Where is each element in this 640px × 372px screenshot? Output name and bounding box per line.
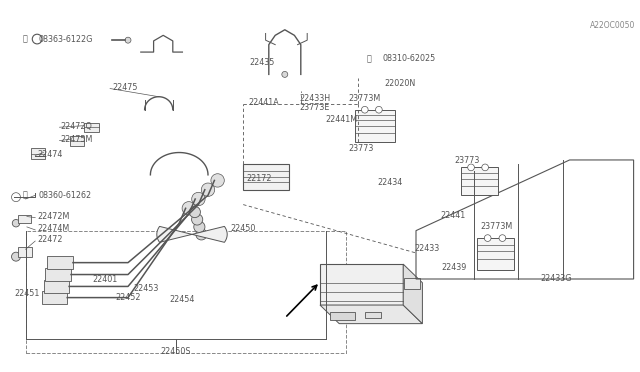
Text: 22450S: 22450S <box>161 347 191 356</box>
Text: 22472Q: 22472Q <box>61 122 93 131</box>
Text: 08363-6122G: 08363-6122G <box>38 35 93 44</box>
Circle shape <box>282 71 288 77</box>
Circle shape <box>362 106 368 113</box>
Text: 22434: 22434 <box>378 178 403 187</box>
Circle shape <box>191 214 203 225</box>
Text: 22454: 22454 <box>170 295 195 304</box>
Circle shape <box>211 174 224 187</box>
Bar <box>47 256 73 269</box>
Circle shape <box>12 252 20 261</box>
Text: 22472: 22472 <box>37 235 63 244</box>
Text: 22433H: 22433H <box>300 94 331 103</box>
Text: 22475M: 22475M <box>61 135 93 144</box>
Text: 22453: 22453 <box>133 284 159 293</box>
Text: 22472M: 22472M <box>37 212 70 221</box>
Text: 23773: 23773 <box>349 144 374 153</box>
Text: 22451: 22451 <box>14 289 40 298</box>
Bar <box>31 148 45 159</box>
Circle shape <box>482 164 488 171</box>
Circle shape <box>468 164 474 171</box>
Bar <box>44 280 69 293</box>
Text: Ⓑ: Ⓑ <box>22 191 27 200</box>
Bar <box>243 164 289 190</box>
Text: 22433G: 22433G <box>541 274 572 283</box>
Bar <box>365 312 381 318</box>
Bar <box>477 238 514 270</box>
Text: 22441: 22441 <box>440 211 465 220</box>
Bar <box>461 167 498 195</box>
Bar <box>404 278 420 289</box>
Polygon shape <box>157 227 227 242</box>
Circle shape <box>189 206 200 218</box>
Bar <box>84 123 99 132</box>
Text: 22441A: 22441A <box>248 98 279 107</box>
Text: 22474M: 22474M <box>37 224 69 233</box>
Text: 22439: 22439 <box>442 263 467 272</box>
Text: 08360-61262: 08360-61262 <box>38 191 92 200</box>
Text: 23773: 23773 <box>454 156 480 165</box>
Text: 22401: 22401 <box>93 275 118 283</box>
Bar <box>18 215 31 223</box>
Text: A22OC0050: A22OC0050 <box>589 20 635 29</box>
Text: 22441M: 22441M <box>325 115 357 124</box>
Text: 22433: 22433 <box>415 244 440 253</box>
Circle shape <box>202 183 214 196</box>
Bar <box>18 247 32 257</box>
Circle shape <box>484 235 491 241</box>
Text: 22452: 22452 <box>115 293 141 302</box>
Bar <box>355 110 395 142</box>
Text: 23773M: 23773M <box>349 94 381 103</box>
Circle shape <box>192 192 205 206</box>
Bar <box>70 136 84 146</box>
Text: 22435: 22435 <box>250 58 275 67</box>
Bar <box>320 264 403 305</box>
Bar <box>45 268 71 281</box>
Circle shape <box>12 219 20 227</box>
Text: 22172: 22172 <box>246 174 272 183</box>
Bar <box>42 291 67 304</box>
Text: Ⓑ: Ⓑ <box>22 35 27 44</box>
Text: 22450: 22450 <box>230 224 256 233</box>
Bar <box>26 231 346 353</box>
Circle shape <box>376 106 382 113</box>
Text: 22474: 22474 <box>37 150 63 159</box>
Bar <box>330 312 355 320</box>
Circle shape <box>182 202 195 215</box>
Text: 22475: 22475 <box>112 83 138 92</box>
Text: 22020N: 22020N <box>384 79 415 88</box>
Circle shape <box>125 37 131 43</box>
Text: 08310-62025: 08310-62025 <box>383 54 436 63</box>
Circle shape <box>499 235 506 241</box>
Polygon shape <box>403 264 422 324</box>
Circle shape <box>194 221 205 232</box>
Text: 23773E: 23773E <box>300 103 330 112</box>
Text: 23773M: 23773M <box>480 222 512 231</box>
Text: Ⓢ: Ⓢ <box>367 54 371 63</box>
Circle shape <box>196 229 207 240</box>
Polygon shape <box>320 305 422 324</box>
